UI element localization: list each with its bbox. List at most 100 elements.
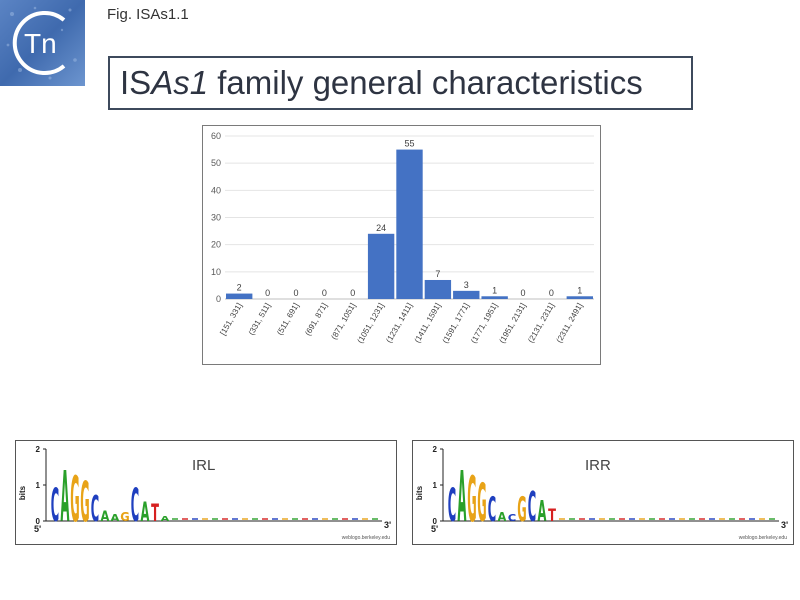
irl-logo-panel: bits 2 1 0 C A G G C A A G C A T A 5' 3' weblogo.berkeley.… — [15, 440, 397, 545]
logo-letter: C — [528, 484, 536, 532]
y-tick-label: 2 — [433, 445, 438, 454]
x-tick-label: [151, 331] — [218, 302, 244, 337]
logo-letter: C — [91, 489, 99, 531]
data-label: 24 — [376, 223, 386, 233]
low-info-position — [312, 518, 318, 520]
logo-letter: C — [131, 478, 139, 531]
low-info-position — [769, 518, 775, 520]
low-info-position — [579, 518, 585, 520]
irr-logo-panel: bits 2 1 0 C A G G C A C G C A T 5' 3' weblogo.berkeley.e… — [412, 440, 794, 545]
logo-letter: C — [488, 490, 496, 529]
logo-letter: C — [51, 478, 59, 531]
low-info-position — [679, 518, 685, 520]
low-info-position — [569, 518, 575, 520]
logo-letter: A — [458, 457, 467, 538]
bar — [424, 279, 452, 299]
y-tick-label: 40 — [211, 185, 221, 195]
three-prime-label: 3' — [781, 520, 788, 530]
low-info-position — [292, 518, 298, 520]
title-box: ISAs1 family general characteristics — [108, 56, 693, 110]
logo-letter: A — [161, 515, 171, 523]
x-tick-label: (1771, 1951] — [469, 302, 499, 345]
x-tick-label: (1051, 1231] — [356, 302, 386, 345]
x-tick-label: (511, 691] — [275, 302, 301, 337]
logo-letter: A — [111, 513, 121, 524]
y-tick-label: 20 — [211, 240, 221, 250]
low-info-position — [372, 518, 378, 520]
data-label: 3 — [464, 280, 469, 290]
low-info-position — [709, 518, 715, 520]
low-info-position — [639, 518, 645, 520]
y-tick-label: 2 — [36, 445, 41, 454]
data-label: 0 — [293, 288, 298, 298]
low-info-position — [362, 518, 368, 520]
logo-letter: G — [120, 510, 129, 524]
low-info-position — [192, 518, 198, 520]
histogram-chart: 0 10 20 30 40 50 60 2 [151, 331] 0 (331, 511] 0 (511… — [202, 125, 601, 365]
logo-letter: T — [548, 507, 556, 526]
logo-letter: A — [498, 510, 508, 524]
data-label: 0 — [549, 288, 554, 298]
low-info-position — [699, 518, 705, 520]
y-tick-label: 1 — [36, 481, 41, 490]
data-label: 0 — [322, 288, 327, 298]
low-info-position — [322, 518, 328, 520]
bar — [367, 233, 395, 299]
logo-letter: G — [80, 471, 89, 535]
low-info-position — [559, 518, 565, 520]
data-label: 2 — [237, 283, 242, 293]
low-info-position — [272, 518, 278, 520]
y-tick-label: 0 — [433, 517, 438, 526]
x-tick-label: (331, 511] — [247, 302, 273, 337]
tn-logo-graphic: Tn — [0, 0, 85, 86]
bar — [481, 296, 508, 299]
title-italic: As1 — [151, 64, 209, 101]
data-label: 0 — [521, 288, 526, 298]
data-label: 0 — [350, 288, 355, 298]
low-info-position — [282, 518, 288, 520]
low-info-position — [629, 518, 635, 520]
title-prefix: IS — [120, 64, 152, 101]
low-info-position — [232, 518, 238, 520]
page-title: ISAs1 family general characteristics — [120, 64, 643, 102]
x-tick-label: (2131, 2311] — [526, 302, 556, 345]
logo-letter: A — [141, 496, 150, 527]
logo-letter: G — [477, 474, 486, 535]
low-info-position — [719, 518, 725, 520]
low-info-position — [182, 518, 188, 520]
low-info-position — [589, 518, 595, 520]
five-prime-label: 5' — [431, 524, 438, 534]
figure-label: Fig. ISAs1.1 — [107, 6, 189, 23]
low-info-position — [342, 518, 348, 520]
low-info-position — [172, 518, 178, 520]
low-info-position — [202, 518, 208, 520]
low-info-position — [619, 518, 625, 520]
three-prime-label: 3' — [384, 520, 391, 530]
low-info-position — [262, 518, 268, 520]
low-info-position — [689, 518, 695, 520]
low-info-position — [212, 518, 218, 520]
logo-letter: C — [508, 513, 517, 524]
irl-label: IRL — [192, 457, 216, 474]
irr-label: IRR — [585, 457, 611, 474]
low-info-position — [739, 518, 745, 520]
y-tick-label: 0 — [216, 294, 221, 304]
data-label: 1 — [577, 285, 582, 295]
low-info-position — [222, 518, 228, 520]
x-tick-label: (2311, 2491] — [555, 302, 585, 345]
tn-logo: Tn — [0, 0, 85, 86]
low-info-position — [599, 518, 605, 520]
logo-letter: A — [61, 457, 70, 538]
bar — [396, 149, 423, 299]
five-prime-label: 5' — [34, 524, 41, 534]
data-label: 0 — [265, 288, 270, 298]
low-info-position — [759, 518, 765, 520]
x-tick-label: (691, 871] — [303, 302, 329, 338]
logo-letter: G — [70, 463, 79, 537]
logo-letter: G — [517, 490, 526, 529]
x-tick-label: (1591, 1771] — [441, 302, 471, 345]
bar — [226, 293, 253, 299]
logo-letter: A — [101, 509, 111, 526]
low-info-position — [729, 518, 735, 520]
